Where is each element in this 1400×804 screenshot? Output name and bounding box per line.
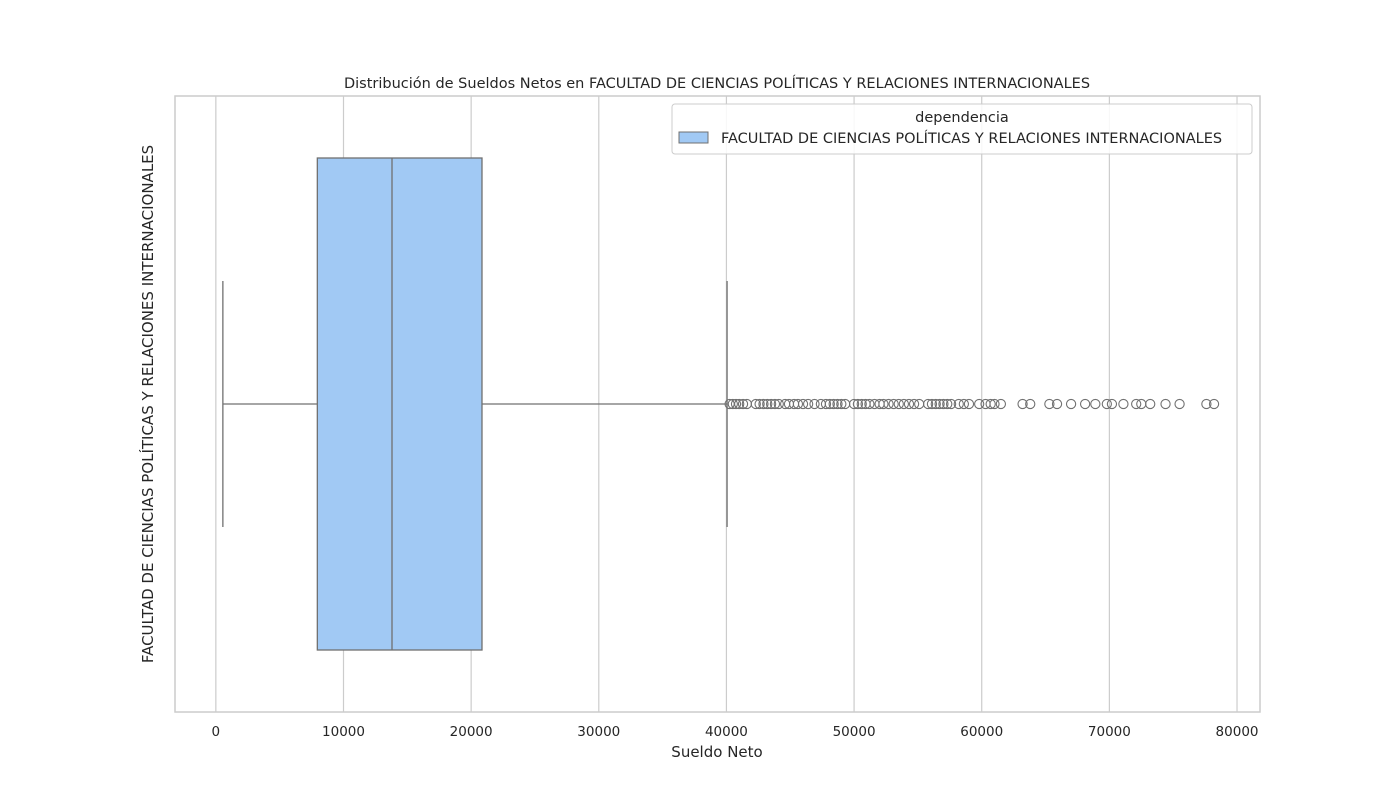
legend-title: dependencia	[915, 110, 1009, 126]
outlier-point	[945, 398, 957, 410]
outlier-point	[903, 398, 915, 410]
outlier-point	[832, 398, 843, 410]
outlier-point	[1044, 398, 1055, 410]
outlier-point	[883, 398, 894, 410]
x-tick-label: 0	[212, 724, 221, 740]
outlier-point	[1201, 398, 1212, 410]
outlier-point	[762, 398, 773, 410]
outlier-point	[1025, 398, 1036, 410]
outlier-point	[908, 398, 920, 410]
outlier-point	[930, 398, 941, 410]
outlier-point	[893, 398, 904, 410]
outlier-point	[824, 398, 835, 410]
outlier-point	[797, 398, 809, 410]
outlier-point	[878, 398, 889, 410]
outlier-point	[985, 398, 996, 410]
outlier-point	[754, 398, 765, 410]
outlier-point	[1174, 398, 1185, 410]
outlier-point	[938, 398, 949, 410]
outlier-point	[1065, 398, 1077, 410]
outlier-point	[727, 398, 738, 410]
box-plot	[222, 157, 728, 651]
outlier-point	[769, 398, 781, 410]
outlier-point	[974, 398, 985, 410]
outlier-point	[1131, 398, 1142, 410]
outlier-point	[1079, 398, 1091, 410]
x-axis-ticks: 0 10000 20000 30000 40000 50000 60000 70000 8000…	[212, 724, 1259, 740]
outlier-point	[942, 398, 953, 410]
legend-frame	[671, 103, 1253, 155]
outlier-point	[758, 398, 769, 410]
outlier-point	[989, 398, 1000, 410]
outlier-point	[934, 398, 945, 410]
plot-frame	[174, 95, 1261, 713]
outlier-point	[922, 398, 934, 410]
x-tick-label: 10000	[322, 724, 365, 740]
outlier-point	[995, 398, 1007, 410]
outlier-point	[1090, 398, 1101, 410]
x-tick-label: 20000	[450, 724, 493, 740]
outlier-point	[953, 398, 964, 410]
outlier-point	[792, 398, 804, 410]
outlier-point	[836, 398, 847, 410]
outlier-point	[1145, 398, 1156, 410]
outlier-point	[737, 398, 749, 410]
outlier-point	[888, 398, 899, 410]
legend-swatch	[678, 131, 709, 144]
x-axis-label: Sueldo Neto	[671, 743, 762, 761]
outlier-point	[734, 398, 745, 410]
x-tick-label: 30000	[577, 724, 620, 740]
outlier-point	[856, 398, 867, 410]
outlier-point	[958, 398, 970, 410]
outlier-point	[828, 398, 839, 410]
outlier-point	[1118, 398, 1129, 410]
outlier-point	[1208, 398, 1220, 410]
outlier-point	[1051, 398, 1063, 410]
outlier-point	[1017, 398, 1028, 410]
x-tick-label: 60000	[960, 724, 1003, 740]
outlier-point	[848, 398, 860, 410]
outlier-point	[809, 398, 820, 410]
outlier-point	[730, 398, 742, 410]
x-tick-label: 80000	[1216, 724, 1259, 740]
iqr-box	[316, 157, 483, 651]
outlier-point	[1106, 398, 1118, 410]
outlier-point	[802, 398, 814, 410]
outlier-point	[898, 398, 910, 410]
outlier-point	[852, 398, 864, 410]
x-tick-label: 70000	[1088, 724, 1131, 740]
x-tick-label: 50000	[833, 724, 876, 740]
legend: dependencia FACULTAD DE CIENCIAS POLÍTIC…	[671, 103, 1253, 155]
outlier-point	[864, 398, 875, 410]
outlier-point	[926, 398, 938, 410]
x-tick-label: 40000	[705, 724, 748, 740]
outlier-point	[750, 398, 761, 410]
chart-title: Distribución de Sueldos Netos en FACULTA…	[344, 75, 1090, 92]
outliers	[724, 398, 1220, 410]
outlier-point	[773, 398, 784, 410]
outlier-point	[1160, 398, 1171, 410]
legend-entry-label: FACULTAD DE CIENCIAS POLÍTICAS Y RELACIO…	[721, 130, 1222, 147]
outlier-point	[765, 398, 777, 410]
y-axis-label: FACULTAD DE CIENCIAS POLÍTICAS Y RELACIO…	[138, 145, 157, 663]
outlier-point	[1101, 398, 1112, 410]
outlier-point	[820, 398, 832, 410]
outlier-point	[963, 398, 975, 410]
